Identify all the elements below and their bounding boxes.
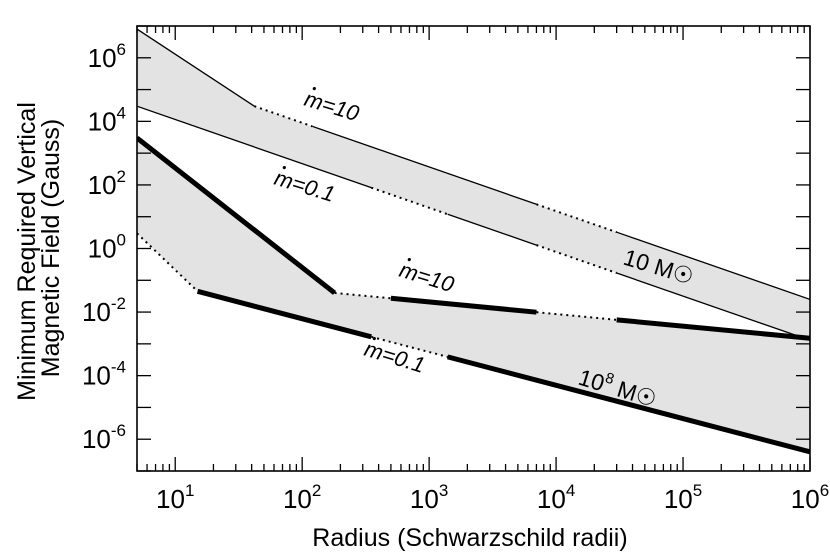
shaded-band-1 (137, 29, 810, 341)
series-1-segment (137, 28, 255, 107)
series-2-segment (137, 105, 372, 189)
series-1-segment-dotted (254, 105, 313, 128)
y-axis-title: Minimum Required Vertical Magnetic Field… (13, 95, 65, 401)
svg-text:m=10: m=10 (302, 86, 363, 126)
series-2-segment-dotted (370, 186, 449, 216)
series-1-segment (312, 125, 537, 205)
series-2-segment (447, 213, 537, 246)
axis-ticks (136, 25, 811, 472)
x-tick-label: 104 (537, 481, 575, 514)
x-tick-label: 102 (283, 481, 321, 514)
x-tick-label: 106 (791, 481, 829, 514)
series-2-segment (616, 272, 810, 341)
series-2-segment-dotted (536, 244, 617, 274)
y-tick-label: 100 (88, 231, 126, 264)
shaded-band-2 (137, 137, 810, 452)
y-tick-label: 10-6 (82, 421, 126, 454)
x-tick-label: 101 (156, 481, 194, 514)
series-4-segment-dotted (137, 232, 199, 293)
y-axis-title-line-1: Minimum Required Vertical (13, 102, 41, 401)
series-4-segment (196, 288, 372, 340)
series-lines (137, 28, 810, 455)
y-tick-label: 106 (88, 40, 126, 73)
axis-tick-labels: 101 102 103 104 105 106 10-6 10-4 10-2 100 102 104 1… (82, 40, 829, 514)
y-tick-label: 102 (88, 167, 126, 200)
x-axis-title: Radius (Schwarzschild radii) (312, 524, 627, 552)
label-mdot10-large: m=10 (397, 257, 458, 297)
y-tick-label: 10-4 (82, 358, 126, 391)
shaded-bands (137, 29, 810, 452)
series-1-segment (616, 231, 810, 301)
series-3-segment (137, 136, 337, 295)
series-3-segment (616, 317, 810, 341)
y-axis-title-line-2: Magnetic Field (Gauss) (37, 119, 65, 377)
series-4-segment-dotted (370, 335, 448, 358)
series-1-segment-dotted (536, 203, 617, 234)
y-tick-label: 10-2 (82, 294, 126, 327)
y-tick-label: 104 (88, 103, 126, 136)
label-mdot10-small: m=10 (302, 86, 363, 126)
series-3-segment (390, 295, 537, 315)
series-3-segment-dotted (536, 311, 617, 321)
series-4-segment (447, 354, 810, 455)
x-tick-label: 103 (410, 481, 448, 514)
x-tick-label: 105 (664, 481, 702, 514)
svg-text:m=10: m=10 (397, 257, 458, 297)
